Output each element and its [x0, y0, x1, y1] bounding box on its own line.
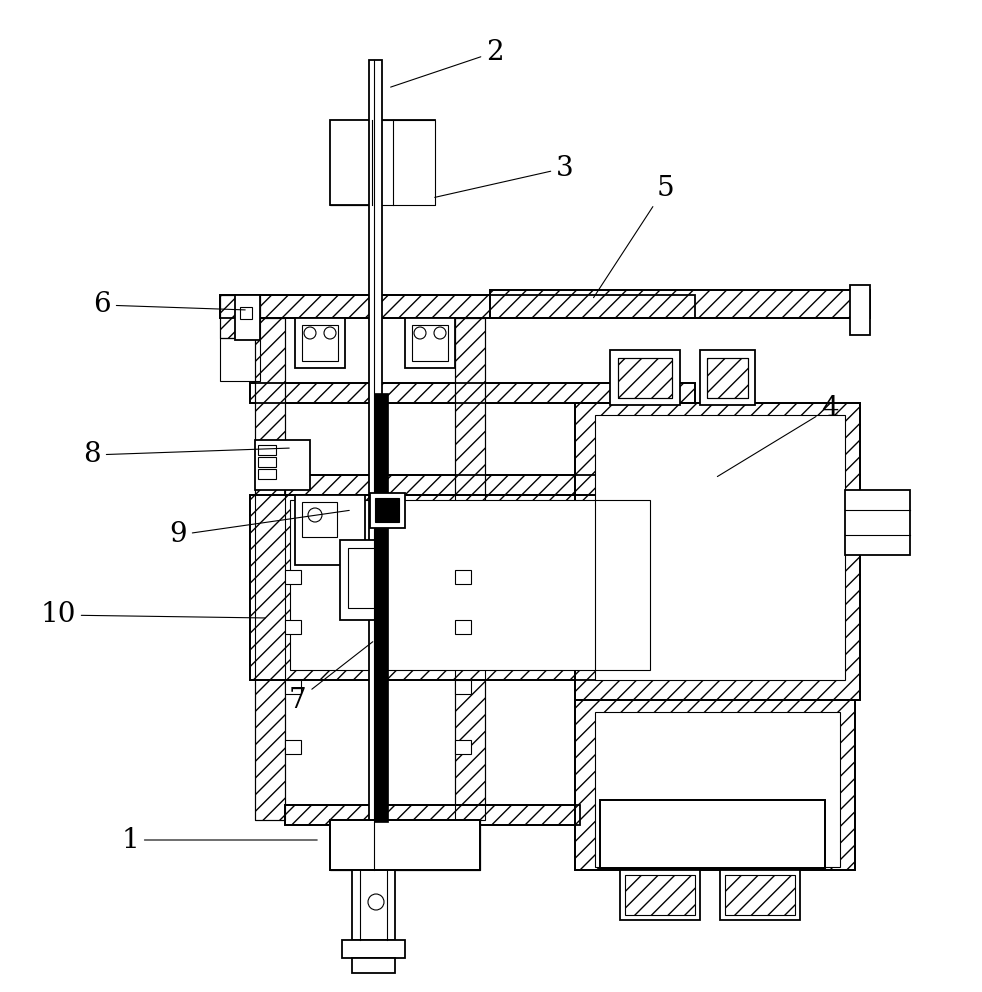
Text: 7: 7: [289, 642, 373, 713]
Bar: [348, 548, 376, 608]
Bar: [330, 120, 372, 205]
Bar: [330, 820, 480, 870]
Bar: [330, 820, 480, 870]
Bar: [285, 475, 695, 495]
Text: 9: 9: [169, 511, 350, 549]
Bar: [370, 493, 405, 528]
Bar: [620, 870, 700, 920]
Bar: [369, 60, 382, 870]
Bar: [330, 820, 480, 870]
Bar: [575, 700, 855, 870]
Bar: [330, 820, 480, 870]
Bar: [490, 290, 870, 318]
Text: 4: 4: [718, 395, 839, 476]
Bar: [302, 325, 338, 361]
Bar: [290, 500, 650, 670]
Bar: [625, 875, 695, 915]
Bar: [455, 318, 485, 820]
Bar: [220, 295, 695, 318]
Bar: [285, 680, 301, 694]
Bar: [595, 712, 840, 867]
Bar: [258, 469, 276, 479]
Bar: [575, 403, 860, 700]
Text: 8: 8: [83, 441, 290, 468]
Bar: [455, 318, 485, 820]
Bar: [290, 500, 650, 670]
Bar: [455, 740, 471, 754]
Bar: [600, 800, 825, 868]
Bar: [295, 495, 365, 565]
Bar: [255, 318, 285, 820]
Bar: [250, 383, 695, 403]
Bar: [455, 620, 471, 634]
Bar: [374, 393, 388, 822]
Bar: [285, 805, 580, 825]
Bar: [725, 875, 795, 915]
Bar: [372, 120, 435, 205]
Bar: [285, 475, 695, 495]
Bar: [850, 285, 870, 335]
Bar: [700, 350, 755, 405]
Bar: [220, 295, 260, 338]
Text: 5: 5: [593, 175, 674, 298]
Bar: [575, 700, 855, 870]
Bar: [720, 870, 800, 920]
Bar: [285, 570, 301, 584]
Bar: [285, 620, 301, 634]
Bar: [285, 805, 580, 825]
Bar: [250, 495, 695, 680]
Bar: [250, 495, 695, 680]
Text: 6: 6: [93, 292, 246, 318]
Bar: [707, 358, 748, 398]
Bar: [707, 358, 748, 398]
Bar: [255, 318, 285, 820]
Bar: [600, 800, 825, 868]
Bar: [342, 940, 405, 958]
Bar: [258, 457, 276, 467]
Bar: [240, 307, 252, 319]
Bar: [595, 415, 845, 680]
Bar: [595, 712, 840, 867]
Bar: [375, 498, 399, 522]
Text: 3: 3: [435, 155, 573, 197]
Text: 2: 2: [391, 39, 504, 87]
Bar: [220, 295, 695, 318]
Bar: [405, 318, 455, 368]
Bar: [455, 570, 471, 584]
Bar: [610, 350, 680, 405]
Bar: [600, 800, 825, 868]
Bar: [258, 445, 276, 455]
Bar: [302, 502, 337, 537]
Bar: [220, 295, 260, 338]
Bar: [618, 358, 672, 398]
Bar: [618, 358, 672, 398]
Bar: [285, 740, 301, 754]
Bar: [600, 800, 825, 868]
Bar: [352, 825, 395, 940]
Text: 10: 10: [40, 601, 265, 629]
Bar: [352, 958, 395, 973]
Bar: [340, 540, 385, 620]
Bar: [255, 440, 310, 490]
Bar: [412, 325, 448, 361]
Bar: [330, 120, 372, 205]
Bar: [490, 290, 870, 318]
Text: 1: 1: [121, 826, 317, 853]
Bar: [330, 120, 435, 205]
Bar: [235, 295, 260, 340]
Bar: [455, 680, 471, 694]
Bar: [250, 383, 695, 403]
Bar: [220, 338, 260, 381]
Bar: [295, 318, 345, 368]
Bar: [575, 403, 860, 700]
Bar: [595, 415, 845, 680]
Bar: [845, 490, 910, 555]
